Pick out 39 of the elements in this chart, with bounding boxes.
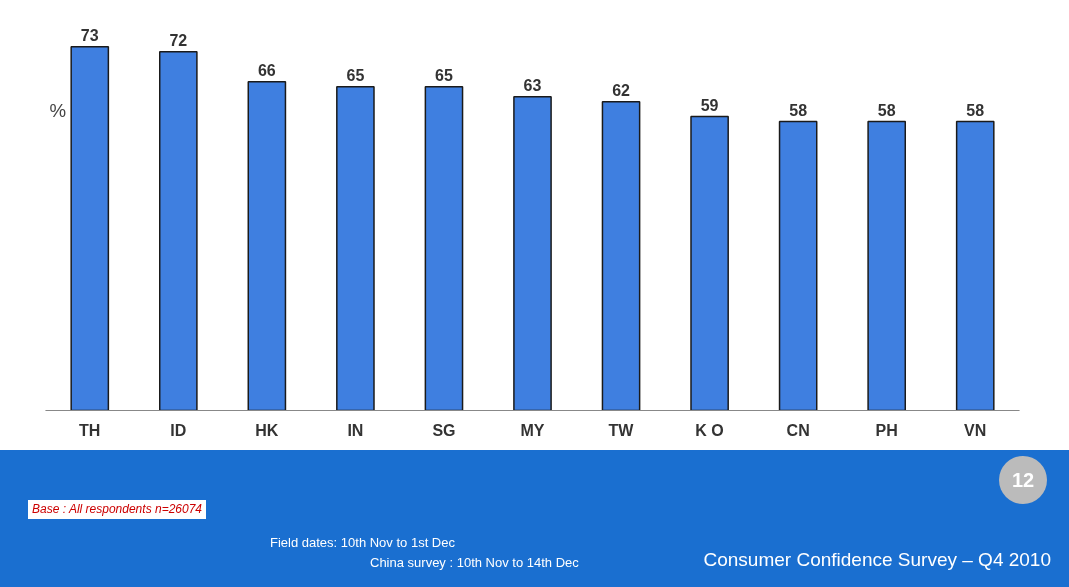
text: Field dates: 10th Nov to 1st Dec [270, 534, 455, 552]
x-tick-label: MY [520, 421, 545, 439]
bar [70, 46, 110, 411]
x-tick-label: TH [79, 421, 101, 439]
data-label: 63 [523, 76, 542, 94]
bar [424, 85, 464, 411]
x-tick-label: HK [255, 421, 279, 439]
data-label: 58 [877, 101, 896, 119]
data-label: 58 [966, 101, 985, 119]
data-label: 66 [257, 61, 276, 79]
data-label: 59 [700, 96, 719, 114]
bar [336, 85, 375, 411]
data-label: 62 [612, 81, 631, 99]
bar [158, 51, 198, 411]
x-tick-label: K O [695, 421, 724, 439]
x-tick-label: IN [347, 421, 364, 439]
data-label: 72 [169, 31, 188, 49]
data-label: 73 [80, 26, 99, 44]
text: Base : All respondents n=26074 [28, 500, 207, 520]
text: Consumer Confidence Survey – Q4 2010 [703, 548, 1051, 572]
x-tick-label: ID [170, 421, 187, 439]
bar [247, 80, 287, 411]
y-axis-title: % [49, 99, 67, 121]
bar [513, 95, 552, 411]
x-tick-label: VN [964, 421, 987, 439]
x-tick-label: PH [875, 421, 898, 439]
bar [955, 120, 995, 411]
x-tick-label: SG [432, 421, 456, 439]
text: 12 [999, 456, 1047, 504]
bar [690, 115, 729, 411]
data-label: 58 [789, 101, 808, 119]
data-label: 65 [346, 66, 365, 84]
x-tick-label: CN [786, 421, 810, 439]
bar [867, 120, 907, 411]
text: China survey : 10th Nov to 14th Dec [370, 554, 579, 572]
data-label: 65 [435, 66, 453, 84]
bar [601, 100, 641, 411]
bar [778, 120, 818, 411]
x-tick-label: TW [608, 421, 635, 439]
